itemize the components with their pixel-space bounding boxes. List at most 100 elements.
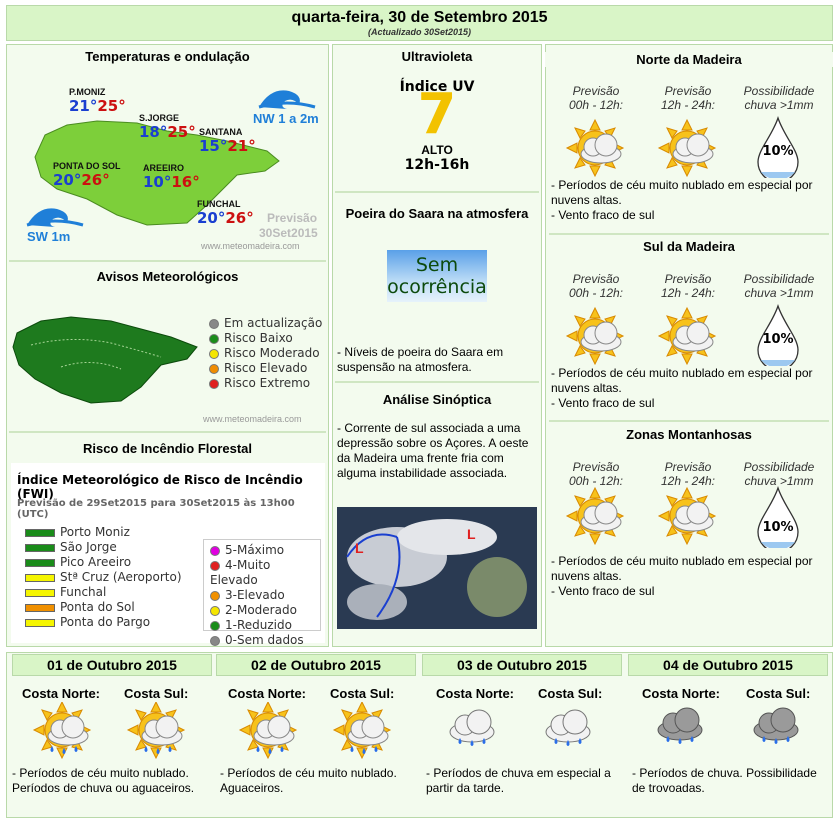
- fire-index-title: Índice Meteorológico de Risco de Incêndi…: [17, 473, 303, 501]
- region-montanhosas-col3: Possibilidade chuva >1mm: [743, 460, 815, 488]
- avisos-legend-1: Risco Baixo: [209, 331, 322, 346]
- region-sul-col3: Possibilidade chuva >1mm: [743, 272, 815, 300]
- region-montanhosas-col1: Previsão 00h - 12h:: [568, 460, 624, 488]
- day-3-text: - Períodos de chuva em especial a partir…: [426, 766, 611, 795]
- region-montanhosas-text1: - Períodos de céu muito nublado em espec…: [551, 554, 813, 583]
- day-1-text: - Períodos de céu muito nublado. Período…: [12, 766, 195, 795]
- day-2-icon-north: [239, 702, 297, 759]
- fire-place-1: São Jorge: [25, 540, 182, 555]
- day-3-icon-north: [449, 709, 495, 746]
- satellite-image: L L: [337, 507, 537, 629]
- region-norte-rain: 10%: [762, 144, 794, 159]
- day-2-title: 02 de Outubro 2015: [216, 654, 416, 676]
- day-4-south: Costa Sul:: [746, 686, 811, 701]
- region-sul-col2: Previsão 12h - 24h:: [660, 272, 716, 300]
- saara-box-line1: Sem: [415, 254, 459, 276]
- place-pmoniz: P.MONIZ 21°25°: [69, 87, 126, 115]
- uv-level: ALTO: [421, 143, 453, 157]
- avisos-title: Avisos Meteorológicos: [96, 269, 239, 284]
- day-4-north: Costa Norte:: [642, 686, 721, 701]
- fire-places: Porto Moniz São Jorge Pico Areeiro Stª C…: [25, 525, 182, 630]
- wave-south-icon: [26, 208, 84, 227]
- fire-place-2: Pico Areeiro: [25, 555, 182, 570]
- fire-title: Risco de Incêndio Florestal: [82, 441, 253, 456]
- region-montanhosas-rain: 10%: [762, 520, 794, 535]
- day-3-south: Costa Sul:: [538, 686, 603, 701]
- svg-text:L: L: [355, 540, 364, 556]
- region-norte-text2: - Vento fraco de sul: [551, 208, 655, 222]
- place-pontadosol: PONTA DO SOL 20°26°: [53, 161, 121, 189]
- region-norte-col3: Possibilidade chuva >1mm: [743, 84, 815, 112]
- day-2-text: - Períodos de céu muito nublado. Aguacei…: [220, 766, 397, 795]
- fire-legend-5: 0-Sem dados: [210, 633, 320, 648]
- place-funchal: FUNCHAL 20°26°: [197, 199, 254, 227]
- region-norte-title: Norte da Madeira: [545, 52, 833, 67]
- day-3-title: 03 de Outubro 2015: [422, 654, 622, 676]
- region-norte-text1: - Períodos de céu muito nublado em espec…: [551, 178, 813, 207]
- avisos-map: [12, 316, 198, 404]
- region-sul: Sul da Madeira Previsão 00h - 12h: Previ…: [545, 232, 833, 420]
- avisos-legend-2: Risco Moderado: [209, 346, 322, 361]
- day-4-text: - Períodos de chuva. Possibilidade de tr…: [632, 766, 817, 795]
- day-1-icon-north: [33, 702, 91, 759]
- fire-legend-2: 3-Elevado: [210, 588, 320, 603]
- day-2-north: Costa Norte:: [228, 686, 307, 701]
- region-sul-text2: - Vento fraco de sul: [551, 396, 655, 410]
- place-santana: SANTANA 15°21°: [199, 127, 256, 155]
- day-4-icon-south: [753, 707, 799, 744]
- left-column: Temperaturas e ondulação P.MONIZ 21°25° …: [6, 44, 329, 647]
- saara-title: Poeira do Saara na atmosfera: [345, 206, 529, 221]
- uv-value: 7: [417, 82, 457, 147]
- day-1-north: Costa Norte:: [22, 686, 101, 701]
- region-montanhosas-col2: Previsão 12h - 24h:: [660, 460, 716, 488]
- day-2-south: Costa Sul:: [330, 686, 395, 701]
- site-label: www.meteomadeira.com: [201, 241, 300, 251]
- region-norte-icon1: [566, 119, 624, 177]
- sinoptica-title: Análise Sinóptica: [382, 392, 492, 407]
- forecast-date: 30Set2015: [259, 226, 318, 240]
- region-sul-title: Sul da Madeira: [643, 239, 735, 254]
- region-montanhosas: Zonas Montanhosas Previsão 00h - 12h: Pr…: [545, 420, 833, 608]
- avisos-legend-4: Risco Extremo: [209, 376, 322, 391]
- uv-title: Ultravioleta: [401, 49, 473, 64]
- fire-panel: [11, 463, 325, 643]
- forecast-label: Previsão: [267, 211, 318, 225]
- place-sjorge: S.JORGE 18°25°: [139, 113, 196, 141]
- region-sul-col1: Previsão 00h - 12h:: [568, 272, 624, 300]
- region-sul-text1: - Períodos de céu muito nublado em espec…: [551, 366, 813, 395]
- wave-north-label: NW 1 a 2m: [253, 111, 319, 126]
- region-sul-rain: 10%: [762, 332, 794, 347]
- saara-box-line2: ocorrência: [387, 276, 487, 298]
- fire-place-3: Stª Cruz (Aeroporto): [25, 570, 182, 585]
- sinoptica-text: - Corrente de sul associada a uma depres…: [337, 421, 529, 480]
- day-1-title: 01 de Outubro 2015: [12, 654, 212, 676]
- region-montanhosas-text2: - Vento fraco de sul: [551, 584, 655, 598]
- fire-legend-3: 2-Moderado: [210, 603, 320, 618]
- fire-place-4: Funchal: [25, 585, 182, 600]
- place-areeiro: AREEIRO 10°16°: [143, 163, 200, 191]
- fire-place-6: Ponta do Pargo: [25, 615, 182, 630]
- middle-column: Ultravioleta Índice UV 7 ALTO 12h-16h Po…: [332, 44, 542, 647]
- fire-legend-0: 5-Máximo: [210, 543, 320, 558]
- day-1: 01 de Outubro 2015 Costa Norte: Costa Su…: [12, 654, 212, 814]
- uv-hours: 12h-16h: [404, 157, 470, 173]
- avisos-legend-3: Risco Elevado: [209, 361, 322, 376]
- region-montanhosas-raindrop: [757, 487, 799, 548]
- saara-text: - Níveis de poeira do Saara em suspensão…: [337, 345, 504, 374]
- day-1-south: Costa Sul:: [124, 686, 189, 701]
- day-1-icon-south: [127, 702, 185, 759]
- region-norte-col1: Previsão 00h - 12h:: [568, 84, 624, 112]
- region-montanhosas-icon2: [658, 487, 716, 545]
- region-montanhosas-title: Zonas Montanhosas: [626, 427, 752, 442]
- region-sul-icon1: [566, 307, 624, 365]
- day-3-north: Costa Norte:: [436, 686, 515, 701]
- fire-place-0: Porto Moniz: [25, 525, 182, 540]
- svg-text:L: L: [467, 526, 476, 542]
- uv-index-label: Índice UV: [399, 79, 475, 95]
- region-norte: Norte da Madeira Previsão 00h - 12h: Pre…: [545, 44, 833, 232]
- day-4-title: 04 de Outubro 2015: [628, 654, 828, 676]
- fire-legend-1: 4-Muito Elevado: [210, 558, 271, 587]
- temps-map: [34, 120, 280, 226]
- page-title: quarta-feira, 30 de Setembro 2015: [291, 9, 548, 26]
- avisos-site: www.meteomadeira.com: [203, 414, 302, 424]
